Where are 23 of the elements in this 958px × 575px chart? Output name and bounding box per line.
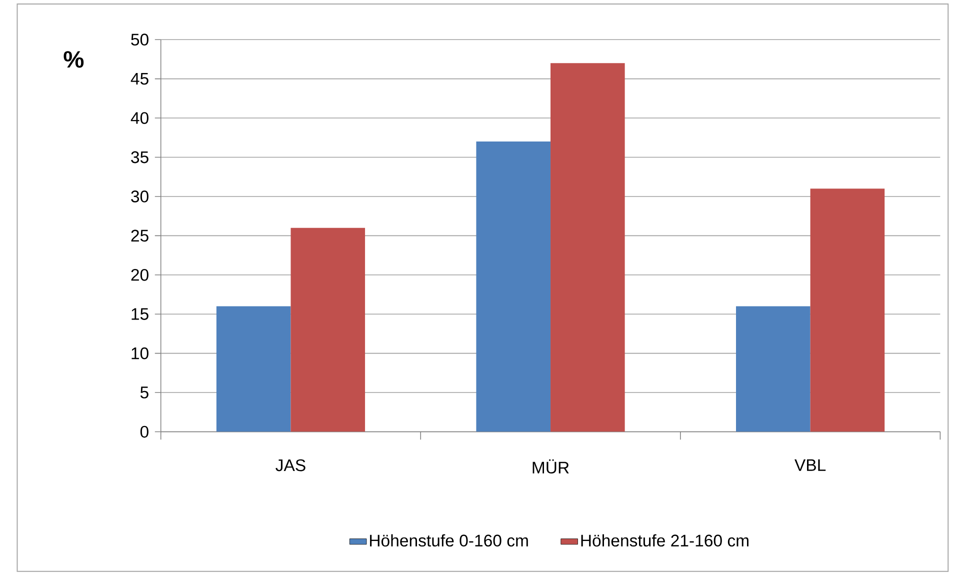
bar <box>550 62 625 432</box>
x-tick-label: MÜR <box>532 459 569 474</box>
bar <box>216 306 291 432</box>
y-tick-label: 20 <box>131 268 148 281</box>
y-axis-title: % <box>64 50 84 68</box>
bar <box>290 228 366 432</box>
x-tick-label: JAS <box>276 459 306 472</box>
y-tick-label: 10 <box>132 347 148 360</box>
bar <box>476 141 551 432</box>
y-tick-label: 30 <box>131 190 148 202</box>
y-tick-label: 5 <box>140 386 148 398</box>
legend-label: Höhenstufe 21-160 cm <box>581 534 748 546</box>
y-tick-label: 35 <box>131 151 148 164</box>
y-tick-label: 40 <box>130 112 148 124</box>
y-tick-label: 25 <box>131 230 148 242</box>
y-tick-label: 50 <box>131 33 148 46</box>
bar <box>736 306 810 432</box>
y-tick-label: 15 <box>132 308 148 320</box>
bar <box>810 188 885 432</box>
y-tick-label: 0 <box>140 426 148 438</box>
legend-label: Höhenstufe 0-160 cm <box>370 534 528 546</box>
x-tick-label: VBL <box>794 459 826 471</box>
y-tick-label: 45 <box>130 72 148 84</box>
